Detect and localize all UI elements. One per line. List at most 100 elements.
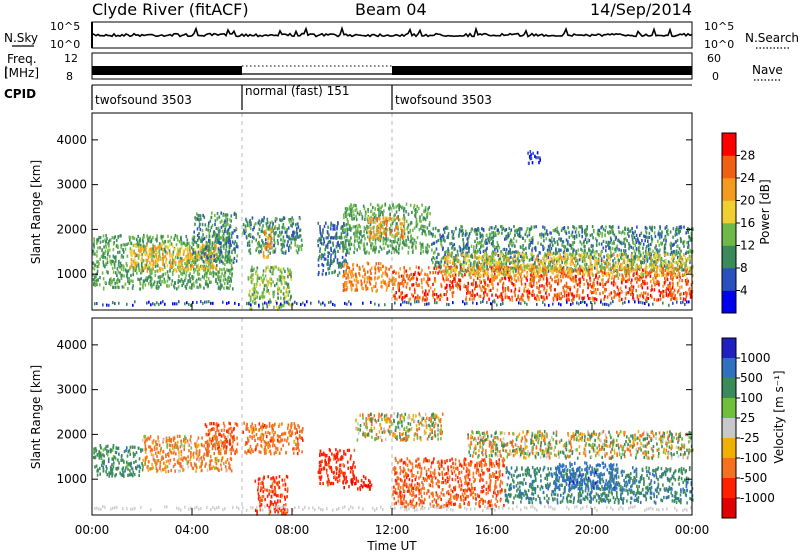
range-cell	[490, 232, 492, 236]
range-cell	[513, 255, 516, 259]
range-cell	[169, 269, 171, 273]
range-cell	[331, 271, 333, 275]
range-cell	[245, 219, 248, 223]
range-cell	[135, 253, 138, 257]
range-cell	[269, 237, 272, 241]
range-cell	[477, 228, 480, 232]
range-cell	[543, 288, 545, 292]
range-cell	[327, 267, 329, 271]
range-cell	[445, 250, 448, 254]
range-cell	[445, 293, 447, 297]
range-cell	[97, 238, 100, 242]
range-cell	[357, 230, 360, 234]
range-cell	[526, 274, 529, 278]
range-cell	[622, 230, 624, 234]
range-cell	[230, 269, 232, 273]
range-cell	[617, 238, 620, 242]
range-cell	[625, 274, 627, 278]
range-cell	[653, 226, 656, 230]
range-cell	[470, 293, 472, 297]
range-cell	[169, 258, 172, 262]
range-cell	[113, 255, 116, 259]
range-cell	[233, 212, 236, 216]
range-cell	[266, 224, 268, 228]
range-cell	[603, 255, 605, 259]
range-cell	[102, 260, 105, 264]
range-cell	[111, 266, 114, 270]
range-cell	[670, 270, 672, 274]
range-cell	[649, 274, 652, 278]
range-cell	[273, 292, 275, 296]
range-cell	[163, 247, 166, 251]
range-cell	[624, 249, 627, 253]
range-cell	[677, 268, 680, 272]
range-cell	[638, 245, 641, 249]
range-cell	[264, 232, 266, 236]
range-cell	[338, 263, 341, 267]
range-cell	[207, 269, 209, 273]
nsky-tick-bottom: 10^0	[50, 38, 80, 51]
range-cell	[462, 231, 465, 235]
range-cell	[491, 226, 493, 230]
range-cell	[415, 211, 417, 215]
range-cell	[214, 265, 216, 269]
range-cell	[265, 229, 267, 233]
range-cell	[399, 242, 401, 246]
range-cell	[268, 226, 270, 230]
range-cell	[149, 248, 152, 252]
range-cell	[667, 294, 669, 298]
range-cell	[345, 283, 348, 287]
range-cell	[112, 285, 115, 289]
range-cell	[392, 217, 395, 221]
range-cell	[494, 233, 497, 237]
range-cell	[208, 261, 210, 265]
range-cell	[576, 262, 579, 266]
range-cell	[267, 239, 269, 243]
range-cell	[281, 230, 283, 234]
range-cell	[615, 248, 618, 252]
range-cell	[179, 279, 181, 283]
range-cell	[361, 215, 364, 219]
range-cell	[642, 282, 645, 286]
range-cell	[350, 283, 352, 287]
range-cell	[194, 268, 197, 272]
range-cell	[185, 270, 188, 274]
range-cell	[265, 278, 268, 282]
range-cell	[672, 227, 675, 231]
range-cell	[267, 289, 270, 293]
range-cell	[434, 264, 437, 268]
range-cell	[200, 217, 202, 221]
range-cell	[421, 213, 423, 217]
range-cell	[319, 225, 321, 229]
range-cell	[577, 293, 579, 297]
range-cell	[218, 232, 220, 236]
range-cell	[265, 247, 267, 251]
range-cell	[557, 278, 560, 282]
range-cell	[373, 247, 376, 251]
range-cell	[140, 269, 143, 273]
range-cell	[185, 254, 188, 259]
range-cell	[673, 267, 675, 271]
range-cell	[138, 248, 140, 252]
range-cell	[525, 289, 528, 293]
range-cell	[196, 238, 199, 242]
range-cell	[252, 292, 255, 297]
range-cell	[250, 268, 253, 272]
range-cell	[532, 263, 535, 267]
range-cell	[689, 249, 692, 254]
range-cell	[390, 265, 392, 269]
range-cell	[568, 275, 571, 279]
range-cell	[169, 254, 171, 258]
range-cell	[495, 267, 498, 271]
range-cell	[537, 241, 539, 245]
range-cell	[567, 271, 569, 275]
range-cell	[518, 289, 521, 293]
range-cell	[179, 252, 181, 256]
range-cell	[112, 248, 115, 252]
range-cell	[129, 265, 132, 269]
range-cell	[189, 249, 191, 253]
range-cell	[447, 247, 449, 251]
range-cell	[685, 291, 687, 295]
range-cell	[234, 229, 236, 233]
